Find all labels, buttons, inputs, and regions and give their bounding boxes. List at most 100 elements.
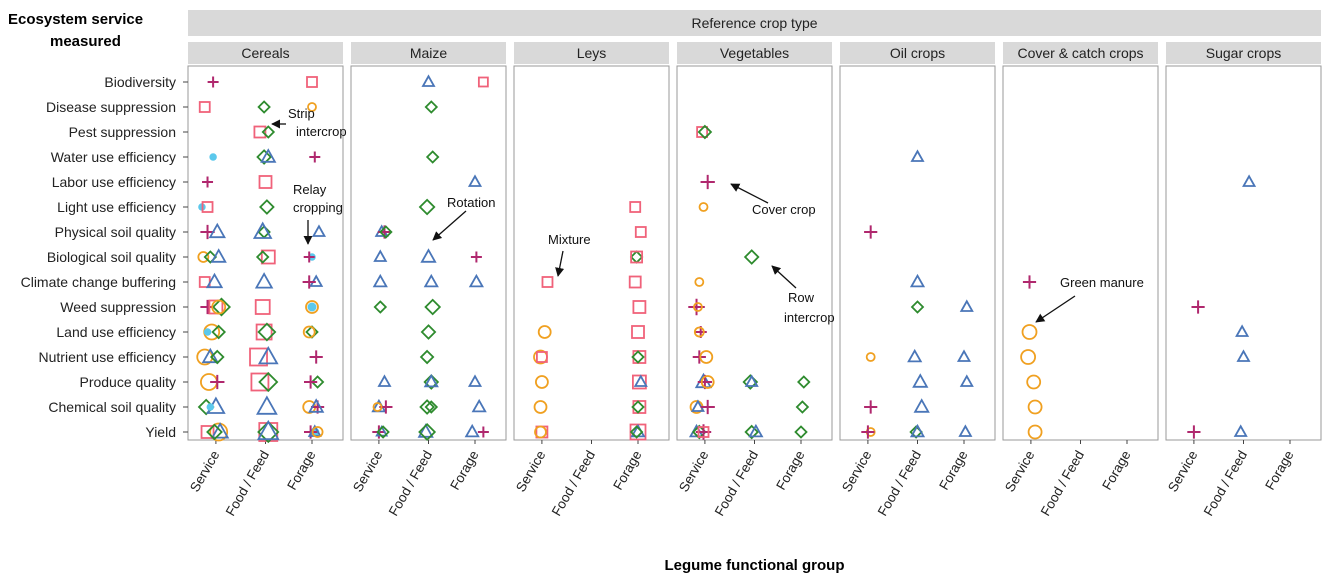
point-square bbox=[628, 275, 642, 289]
point-plus bbox=[210, 374, 225, 390]
y-tick-label-pest-suppression: Pest suppression bbox=[69, 124, 176, 140]
point-circle bbox=[372, 402, 383, 412]
point-square bbox=[697, 426, 710, 438]
point-square bbox=[630, 250, 644, 264]
y-tick-label-climate-change-buffering: Climate change buffering bbox=[21, 274, 176, 290]
panel-strip-vegetables bbox=[677, 42, 832, 64]
point-diamond bbox=[743, 249, 760, 265]
x-tick-label-service: Service bbox=[187, 448, 222, 494]
panel-oil-crops bbox=[839, 65, 996, 441]
point-circle bbox=[211, 299, 227, 315]
point-square bbox=[629, 201, 642, 213]
annotation-arrow bbox=[432, 210, 467, 241]
point-square bbox=[536, 351, 548, 363]
point-diamond bbox=[209, 349, 225, 365]
panels-layer bbox=[187, 65, 1322, 444]
point-diamond bbox=[418, 198, 436, 216]
point-square bbox=[253, 125, 267, 139]
y-tick-label-biological-soil-quality: Biological soil quality bbox=[47, 249, 176, 265]
point-triangle bbox=[257, 345, 279, 365]
x-axis-title: Legume functional group bbox=[665, 557, 845, 574]
point-circle bbox=[535, 375, 549, 389]
point-circle bbox=[1026, 374, 1042, 390]
point-triangle bbox=[909, 273, 926, 288]
panel-strip-label-leys: Leys bbox=[577, 45, 607, 61]
y-tick-label-biodiversity: Biodiversity bbox=[104, 74, 176, 90]
point-dot bbox=[206, 403, 215, 411]
point-diamond bbox=[256, 149, 272, 165]
point-square bbox=[200, 425, 215, 439]
point-triangle bbox=[748, 423, 764, 438]
point-diamond bbox=[424, 100, 439, 114]
point-square bbox=[254, 299, 271, 315]
panel-strip-oil-crops bbox=[840, 42, 995, 64]
point-dot bbox=[209, 153, 217, 161]
point-circle bbox=[537, 325, 552, 339]
point-diamond bbox=[631, 350, 645, 364]
panel-strip-label-oil-crops: Oil crops bbox=[890, 45, 945, 61]
point-triangle bbox=[252, 221, 273, 239]
point-triangle bbox=[958, 424, 973, 437]
point-triangle bbox=[372, 273, 388, 288]
point-triangle bbox=[1242, 174, 1257, 187]
point-circle bbox=[311, 426, 324, 438]
panel-strip-label-cover-and-catch-crops: Cover & catch crops bbox=[1017, 45, 1143, 61]
point-circle bbox=[197, 251, 210, 263]
point-square bbox=[477, 76, 489, 88]
point-circle bbox=[534, 425, 547, 439]
y-tick-label-water-use-efficiency: Water use efficiency bbox=[51, 149, 176, 165]
x-tick-label-service: Service bbox=[676, 448, 711, 494]
point-circle bbox=[693, 302, 703, 312]
point-diamond bbox=[910, 300, 925, 314]
panel-strip-sugar-crops bbox=[1166, 42, 1321, 64]
point-plus bbox=[864, 400, 878, 414]
point-circle bbox=[305, 300, 319, 314]
annotation-relay-cropping: cropping bbox=[293, 200, 343, 215]
point-square bbox=[201, 201, 214, 213]
point-plus bbox=[864, 225, 878, 239]
point-plus bbox=[1022, 275, 1037, 289]
point-triangle bbox=[260, 148, 277, 163]
x-tick-label-service: Service bbox=[350, 448, 385, 494]
point-triangle bbox=[464, 423, 480, 438]
x-tick-label-food-feed: Food / Feed bbox=[386, 448, 435, 519]
point-plus bbox=[202, 176, 214, 188]
point-triangle bbox=[254, 272, 274, 289]
point-plus bbox=[309, 151, 321, 163]
point-triangle bbox=[256, 419, 280, 441]
point-square bbox=[250, 372, 270, 392]
y-tick-label-weed-suppression: Weed suppression bbox=[60, 299, 176, 315]
point-square bbox=[260, 249, 276, 265]
annotation-strip-intercrop: Strip bbox=[288, 106, 315, 121]
point-dot bbox=[203, 328, 212, 336]
point-square bbox=[249, 347, 268, 367]
point-diamond bbox=[631, 400, 645, 414]
point-triangle bbox=[909, 423, 926, 438]
point-diamond bbox=[255, 250, 270, 264]
y-tick-label-chemical-soil-quality: Chemical soil quality bbox=[48, 399, 176, 415]
point-triangle bbox=[744, 374, 759, 387]
point-triangle bbox=[420, 248, 437, 263]
y-tick-label-produce-quality: Produce quality bbox=[79, 374, 176, 390]
point-diamond bbox=[697, 124, 713, 140]
annotation-relay-cropping: Relay bbox=[293, 182, 327, 197]
point-square bbox=[632, 300, 647, 314]
x-tick-label-food-feed: Food / Feed bbox=[223, 448, 272, 519]
y-axis-title: Ecosystem service bbox=[8, 11, 143, 28]
panel-strip-label-maize: Maize bbox=[410, 45, 448, 61]
point-circle bbox=[307, 102, 317, 112]
point-diamond bbox=[203, 250, 218, 264]
point-diamond bbox=[629, 425, 644, 439]
point-triangle bbox=[308, 398, 325, 413]
point-plus bbox=[207, 76, 219, 88]
points-layer bbox=[196, 74, 1257, 444]
point-diamond bbox=[794, 425, 808, 439]
point-triangle bbox=[471, 398, 487, 413]
strips-layer: Reference crop type Cereals Maize Leys Veget… bbox=[188, 10, 1321, 64]
top-strip-label: Reference crop type bbox=[691, 15, 817, 31]
annotation-mixture: Mixture bbox=[548, 232, 591, 247]
point-triangle bbox=[467, 174, 483, 187]
panel-strip-label-sugar-crops: Sugar crops bbox=[1206, 45, 1281, 61]
x-tick-label-food-feed: Food / Feed bbox=[1038, 448, 1087, 519]
